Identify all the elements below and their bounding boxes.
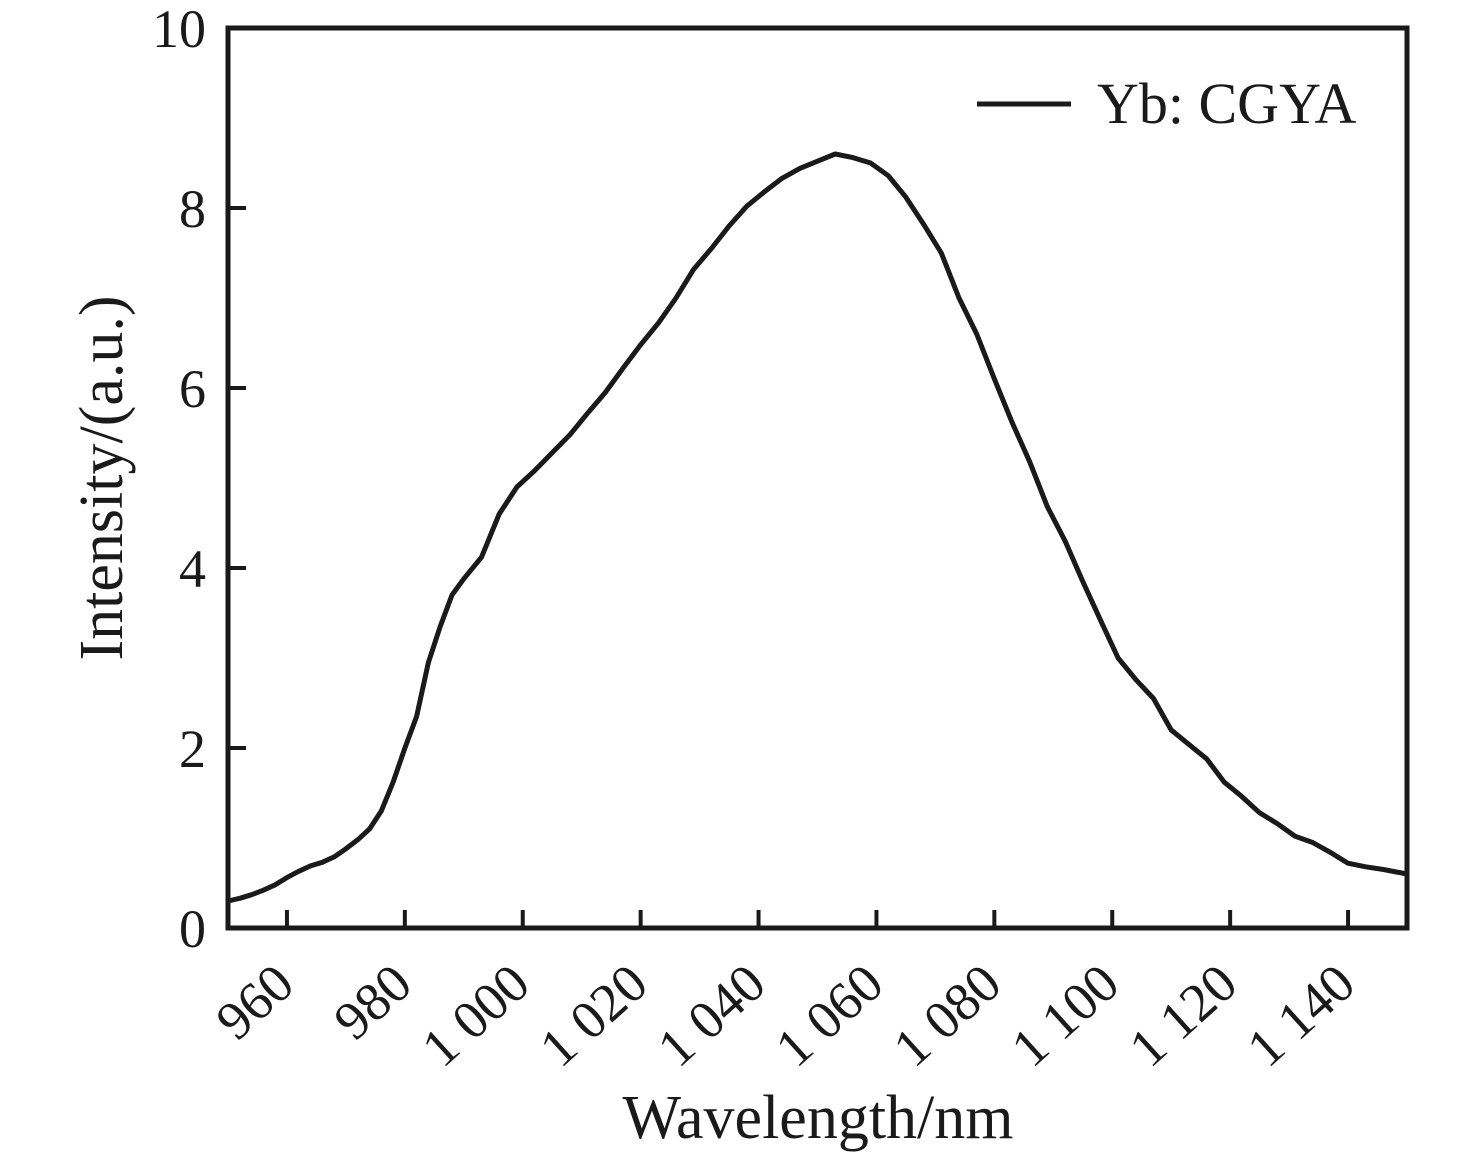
x-tick-label: 1 060 bbox=[764, 952, 894, 1078]
x-axis-title: Wavelength/nm bbox=[622, 1084, 1013, 1152]
x-tick-label: 980 bbox=[323, 952, 423, 1051]
y-tick-label: 10 bbox=[152, 0, 206, 59]
series-line-yb-cgya bbox=[225, 151, 1410, 904]
x-tick-label: 1 040 bbox=[646, 952, 776, 1078]
x-tick-label: 1 100 bbox=[1000, 952, 1130, 1078]
y-axis-title: Intensity/(a.u.) bbox=[68, 295, 136, 660]
y-tick-label: 2 bbox=[179, 719, 206, 779]
y-tick-label: 8 bbox=[179, 179, 206, 239]
y-tick-label: 6 bbox=[179, 359, 206, 419]
legend-label: Yb: CGYA bbox=[1097, 71, 1357, 136]
x-tick-label: 1 020 bbox=[528, 952, 658, 1078]
legend: Yb: CGYA bbox=[977, 71, 1357, 136]
x-tick-label: 1 000 bbox=[410, 952, 540, 1078]
x-tick-label: 1 080 bbox=[882, 952, 1012, 1078]
x-tick-label: 1 120 bbox=[1118, 952, 1248, 1078]
x-tick-label: 1 140 bbox=[1236, 952, 1366, 1078]
y-tick-label: 0 bbox=[179, 899, 206, 959]
y-axis-ticks: 0 2 4 6 8 10 bbox=[152, 0, 246, 959]
x-tick-label: 960 bbox=[205, 952, 305, 1051]
plot-box bbox=[225, 25, 1410, 931]
y-tick-label: 4 bbox=[179, 539, 206, 599]
